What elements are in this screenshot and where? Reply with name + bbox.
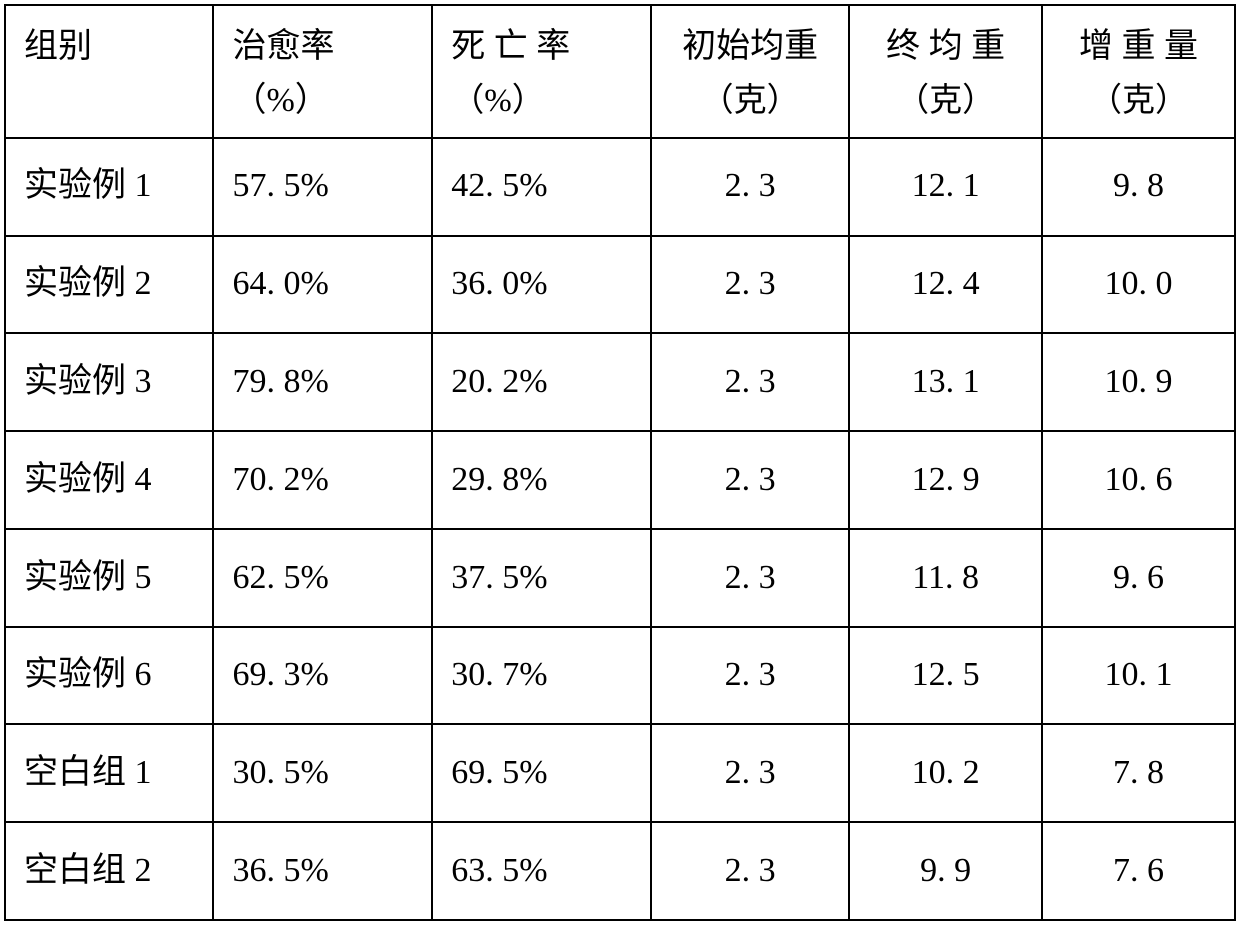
table-cell: 10. 6 <box>1042 431 1235 529</box>
table-row: 实验例 5 62. 5% 37. 5% 2. 3 11. 8 9. 6 <box>5 529 1235 627</box>
table-header-cell: 治愈率（%） <box>213 5 432 138</box>
table-cell: 实验例 5 <box>5 529 213 627</box>
header-label: 初始均重 <box>682 28 818 65</box>
table-row: 实验例 4 70. 2% 29. 8% 2. 3 12. 9 10. 6 <box>5 431 1235 529</box>
table-body: 实验例 1 57. 5% 42. 5% 2. 3 12. 1 9. 8 实验例 … <box>5 138 1235 920</box>
header-label: 组别 <box>24 28 92 65</box>
table-cell: 7. 8 <box>1042 724 1235 822</box>
table-row: 实验例 6 69. 3% 30. 7% 2. 3 12. 5 10. 1 <box>5 627 1235 725</box>
table-cell: 9. 6 <box>1042 529 1235 627</box>
table-cell: 实验例 1 <box>5 138 213 236</box>
table-cell: 实验例 6 <box>5 627 213 725</box>
table-cell: 2. 3 <box>651 822 849 920</box>
table-cell: 36. 5% <box>213 822 432 920</box>
table-row: 空白组 2 36. 5% 63. 5% 2. 3 9. 9 7. 6 <box>5 822 1235 920</box>
table-cell: 11. 8 <box>849 529 1042 627</box>
table-cell: 2. 3 <box>651 627 849 725</box>
table-cell: 69. 3% <box>213 627 432 725</box>
table-cell: 10. 1 <box>1042 627 1235 725</box>
table-cell: 10. 0 <box>1042 236 1235 334</box>
table-cell: 12. 1 <box>849 138 1042 236</box>
table-cell: 2. 3 <box>651 724 849 822</box>
table-cell: 2. 3 <box>651 529 849 627</box>
table-cell: 20. 2% <box>432 333 651 431</box>
table-header-row: 组别 治愈率（%） 死 亡 率 （%） 初始均重 （克） 终 均 重 （ <box>5 5 1235 138</box>
header-label: 终 均 重 <box>886 28 1005 65</box>
table-cell: 12. 5 <box>849 627 1042 725</box>
table-header-cell: 初始均重 （克） <box>651 5 849 138</box>
table-cell: 10. 2 <box>849 724 1042 822</box>
table-header-cell: 组别 <box>5 5 213 138</box>
table-cell: 实验例 3 <box>5 333 213 431</box>
table-row: 实验例 2 64. 0% 36. 0% 2. 3 12. 4 10. 0 <box>5 236 1235 334</box>
table-cell: 79. 8% <box>213 333 432 431</box>
header-label: 死 亡 率 <box>451 28 570 65</box>
table-row: 空白组 1 30. 5% 69. 5% 2. 3 10. 2 7. 8 <box>5 724 1235 822</box>
table-cell: 10. 9 <box>1042 333 1235 431</box>
data-table-container: 组别 治愈率（%） 死 亡 率 （%） 初始均重 （克） 终 均 重 （ <box>0 0 1240 925</box>
table-cell: 9. 8 <box>1042 138 1235 236</box>
table-cell: 57. 5% <box>213 138 432 236</box>
table-cell: 36. 0% <box>432 236 651 334</box>
header-sublabel: （克） <box>701 83 800 119</box>
table-cell: 30. 5% <box>213 724 432 822</box>
table-cell: 2. 3 <box>651 138 849 236</box>
table-cell: 13. 1 <box>849 333 1042 431</box>
table-cell: 62. 5% <box>213 529 432 627</box>
table-header-cell: 死 亡 率 （%） <box>432 5 651 138</box>
table-cell: 7. 6 <box>1042 822 1235 920</box>
table-cell: 42. 5% <box>432 138 651 236</box>
table-cell: 37. 5% <box>432 529 651 627</box>
header-sublabel: （克） <box>1089 83 1188 119</box>
table-cell: 2. 3 <box>651 431 849 529</box>
header-sublabel: （%） <box>451 83 545 119</box>
table-header-cell: 增 重 量 （克） <box>1042 5 1235 138</box>
table-cell: 70. 2% <box>213 431 432 529</box>
header-label: 治愈率（%） <box>232 28 334 119</box>
table-cell: 12. 4 <box>849 236 1042 334</box>
table-cell: 空白组 2 <box>5 822 213 920</box>
table-row: 实验例 3 79. 8% 20. 2% 2. 3 13. 1 10. 9 <box>5 333 1235 431</box>
table-header-cell: 终 均 重 （克） <box>849 5 1042 138</box>
table-cell: 空白组 1 <box>5 724 213 822</box>
data-table: 组别 治愈率（%） 死 亡 率 （%） 初始均重 （克） 终 均 重 （ <box>4 4 1236 921</box>
table-row: 实验例 1 57. 5% 42. 5% 2. 3 12. 1 9. 8 <box>5 138 1235 236</box>
header-sublabel: （克） <box>896 83 995 119</box>
table-cell: 2. 3 <box>651 333 849 431</box>
table-cell: 实验例 4 <box>5 431 213 529</box>
header-label: 增 重 量 <box>1079 28 1198 65</box>
table-cell: 63. 5% <box>432 822 651 920</box>
table-cell: 30. 7% <box>432 627 651 725</box>
table-cell: 69. 5% <box>432 724 651 822</box>
table-cell: 9. 9 <box>849 822 1042 920</box>
table-cell: 29. 8% <box>432 431 651 529</box>
table-cell: 2. 3 <box>651 236 849 334</box>
table-cell: 64. 0% <box>213 236 432 334</box>
table-cell: 12. 9 <box>849 431 1042 529</box>
table-cell: 实验例 2 <box>5 236 213 334</box>
